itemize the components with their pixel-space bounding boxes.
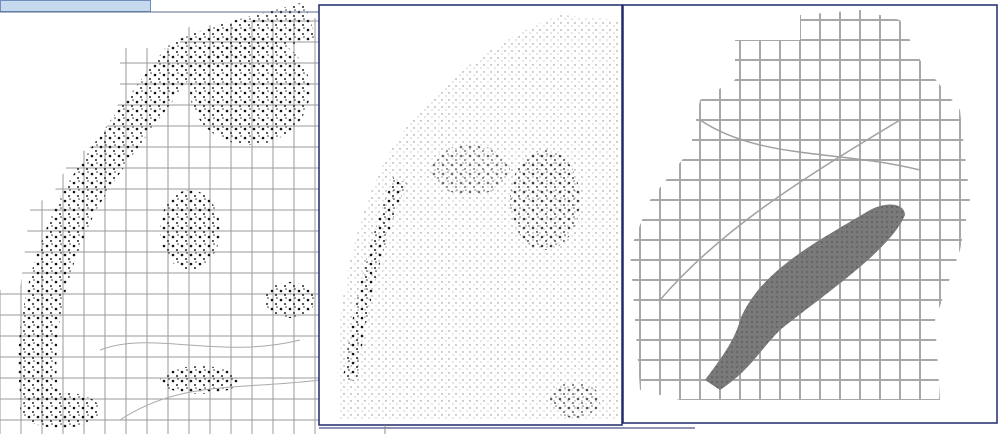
- map-collage: [0, 0, 998, 434]
- map-panel-1: [0, 12, 320, 434]
- map-panel-3: [623, 5, 997, 423]
- screenshot: [0, 0, 998, 434]
- header-tab: [1, 1, 151, 12]
